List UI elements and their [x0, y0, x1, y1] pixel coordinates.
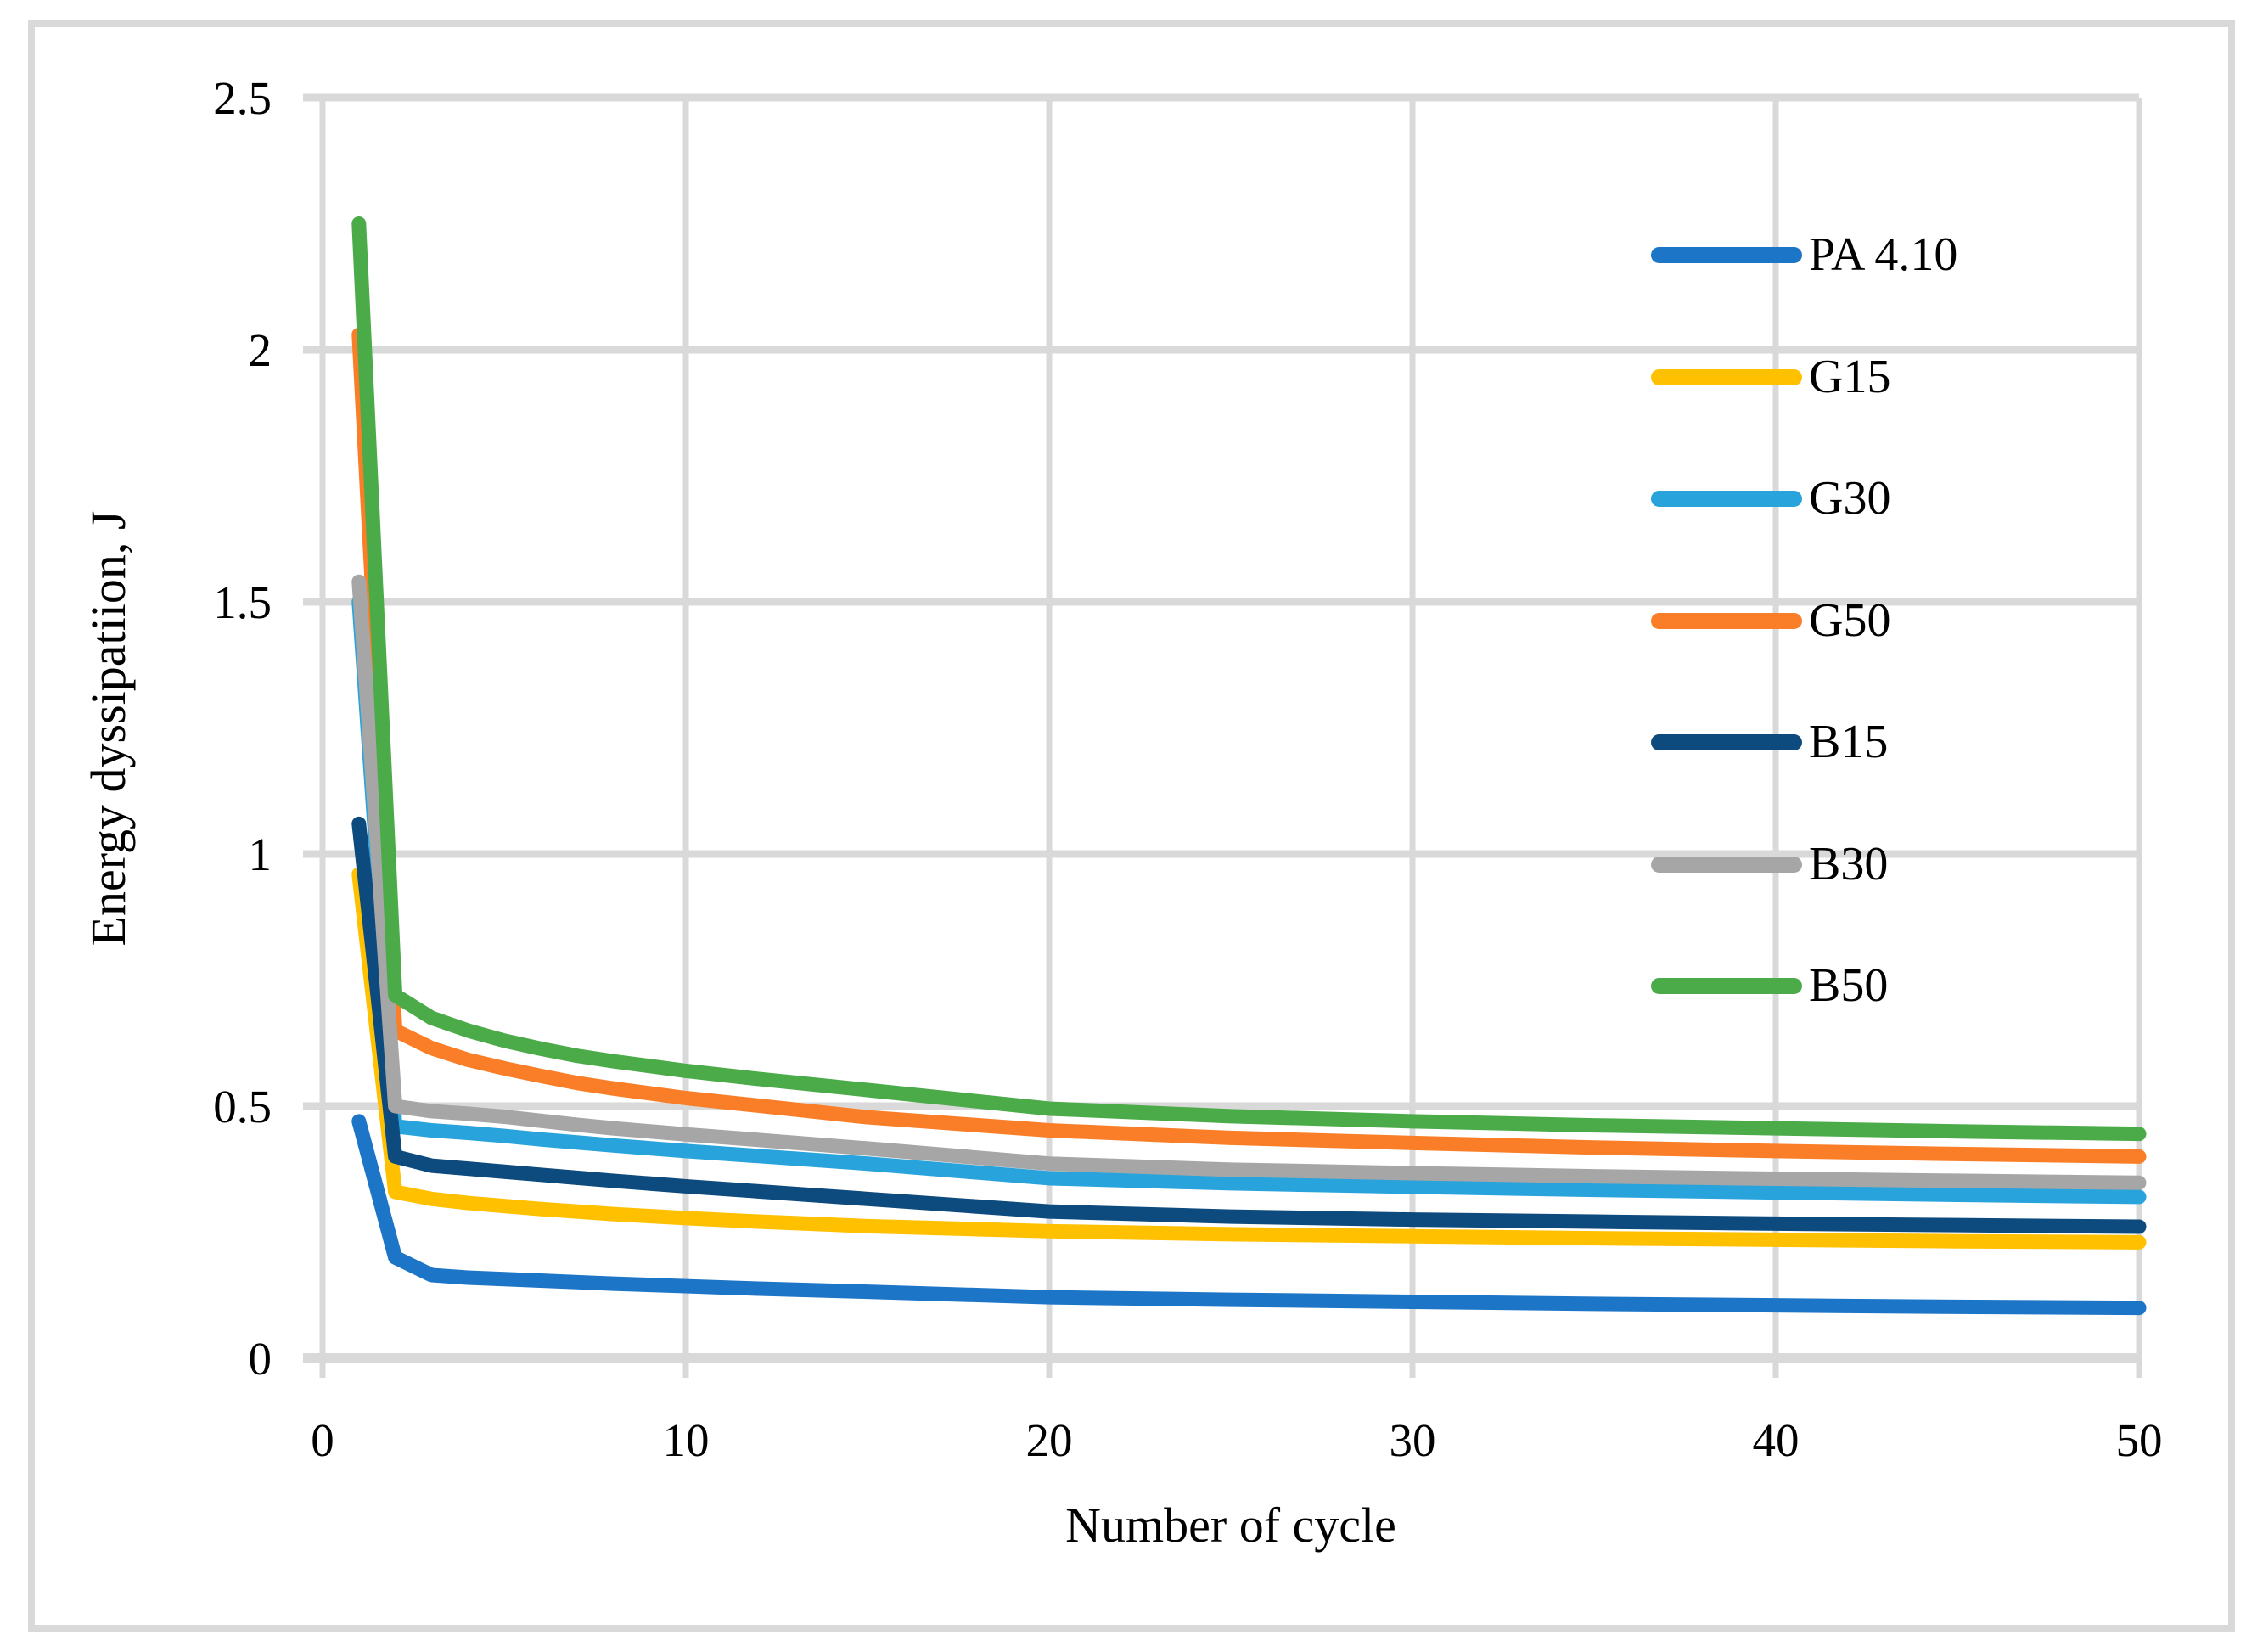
- y-tick-label: 1.5: [213, 576, 272, 628]
- figure-border: [28, 20, 2235, 1632]
- legend-swatch-b50: [1651, 977, 1802, 994]
- legend-label-g30: G30: [1809, 472, 1891, 525]
- legend-label-b15: B15: [1809, 716, 1889, 768]
- series-line-g50: [351, 327, 2147, 1164]
- y-axis-title: Energy dyssipatiion, J: [81, 510, 136, 947]
- series-line-b30: [351, 574, 2147, 1190]
- legend-swatch-g50: [1651, 612, 1802, 629]
- x-tick-label: 20: [1026, 1414, 1073, 1466]
- legend-item-b15: B15: [1651, 716, 1888, 767]
- legend-swatch-b30: [1651, 856, 1802, 873]
- x-tick-label: 30: [1390, 1414, 1436, 1466]
- legend-label-g15: G15: [1809, 351, 1891, 403]
- legend-swatch-pa-4-10: [1651, 246, 1802, 263]
- y-tick-label: 2.5: [213, 72, 272, 124]
- y-tick-label: 1: [249, 829, 272, 880]
- legend-item-g50: G50: [1651, 595, 1890, 646]
- legend-label-g50: G50: [1809, 594, 1891, 647]
- x-tick-label: 10: [663, 1414, 710, 1466]
- y-tick-label: 2: [249, 324, 272, 376]
- series-line-g15: [351, 867, 2147, 1250]
- legend-label-pa-4-10: PA 4.10: [1809, 228, 1958, 281]
- series-line-b50: [351, 216, 2147, 1142]
- x-tick-label: 40: [1753, 1414, 1800, 1466]
- legend-swatch-g15: [1651, 368, 1802, 385]
- series-line-pa-4-10: [351, 1114, 2147, 1316]
- x-tick-label: 50: [2116, 1414, 2163, 1466]
- series-line-g30: [351, 594, 2147, 1205]
- legend-item-b30: B30: [1651, 839, 1888, 890]
- legend-label-b50: B50: [1809, 959, 1889, 1012]
- legend-item-b50: B50: [1651, 960, 1888, 1011]
- legend-item-g30: G30: [1651, 473, 1890, 524]
- series-line-b15: [351, 816, 2147, 1234]
- legend-item-g15: G15: [1651, 351, 1890, 402]
- legend-swatch-g30: [1651, 490, 1802, 507]
- x-axis-title: Number of cycle: [1065, 1497, 1396, 1553]
- x-tick-label: 0: [311, 1414, 334, 1466]
- legend-swatch-b15: [1651, 733, 1802, 750]
- y-tick-label: 0.5: [213, 1081, 272, 1132]
- legend-item-pa-4-10: PA 4.10: [1651, 229, 1957, 280]
- y-tick-label: 0: [249, 1333, 272, 1385]
- legend-label-b30: B30: [1809, 838, 1889, 891]
